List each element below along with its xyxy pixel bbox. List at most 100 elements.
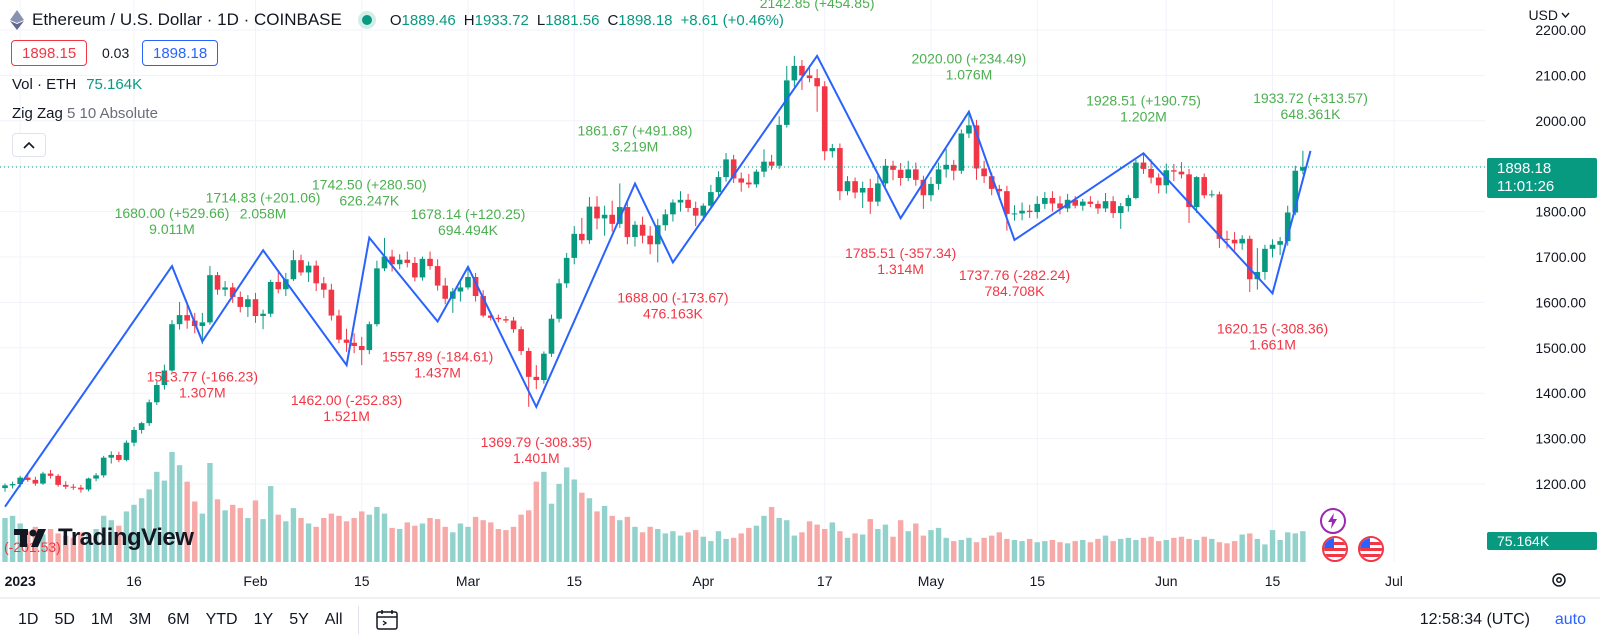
candle-body (829, 148, 836, 152)
us-event-marker-1[interactable] (1322, 536, 1348, 562)
us-event-marker-2[interactable] (1358, 536, 1384, 562)
candle-body (875, 183, 881, 202)
volume-bar (1125, 537, 1132, 562)
zigzag-pivot-volume: 2.058M (240, 205, 287, 221)
volume-bar (55, 533, 61, 562)
volume-bar (1148, 536, 1154, 562)
zigzag-pivot-label: 2142.85 (+454.85) (760, 0, 875, 11)
volume-bar (267, 486, 274, 562)
calendar-range-icon[interactable] (374, 608, 400, 632)
volume-bar (1201, 536, 1207, 562)
sell-button[interactable]: 1898.15 (11, 40, 88, 66)
volume-bar (852, 533, 858, 562)
candle-body (123, 442, 130, 460)
time-tick-label: 15 (566, 573, 582, 589)
currency-selector[interactable]: USD (1528, 7, 1570, 23)
volume-bar (260, 519, 266, 562)
timeframe-6m[interactable]: 6M (167, 611, 190, 628)
candle-body (799, 65, 805, 76)
candle-body (571, 233, 578, 258)
candle-body (867, 187, 874, 202)
zigzag-legend[interactable]: Zig Zag 5 10 Absolute (12, 105, 158, 122)
volume-bar (715, 531, 722, 562)
timeframe-1y[interactable]: 1Y (253, 611, 274, 628)
volume-bar (966, 537, 972, 562)
candle-body (1300, 167, 1306, 171)
candle-body (1110, 201, 1116, 213)
utc-clock[interactable]: 12:58:34 (UTC) (1419, 611, 1530, 628)
candle-body (389, 256, 395, 265)
zigzag-pivot-label: 1513.77 (-166.23) (147, 369, 258, 385)
timeframe-5d[interactable]: 5D (54, 611, 75, 628)
volume-bar (1178, 536, 1185, 562)
volume-bar (290, 508, 297, 562)
candle-body (184, 315, 190, 321)
candle-body (859, 187, 866, 193)
volume-bar (920, 535, 927, 562)
volume-bar (123, 511, 130, 562)
candle-body (685, 199, 691, 208)
timeframe-3m[interactable]: 3M (129, 611, 152, 628)
volume-bar (321, 518, 327, 562)
volume-bar (738, 533, 744, 562)
buy-button[interactable]: 1898.18 (142, 40, 219, 66)
candle-body (1277, 241, 1283, 245)
candle-body (267, 281, 274, 314)
collapse-legend-button[interactable] (12, 133, 46, 157)
open-value: 1889.46 (401, 11, 456, 29)
timeframe-5y[interactable]: 5Y (289, 611, 309, 628)
time-tick-label: Apr (692, 573, 714, 589)
volume-bar (822, 529, 828, 562)
candle-body (1057, 203, 1063, 209)
auto-scale-toggle[interactable]: auto (1554, 611, 1586, 628)
candle-body (100, 457, 107, 476)
volume-bar (730, 537, 737, 562)
price-tick-label: 1800.00 (1535, 204, 1586, 220)
timeframe-1m[interactable]: 1M (90, 611, 114, 628)
volume-bar (381, 513, 388, 562)
candle-body (1079, 201, 1086, 206)
candle-body (943, 164, 949, 170)
volume-bar (1034, 542, 1040, 562)
volume-bar (1155, 541, 1162, 562)
volume-bar (1300, 531, 1306, 562)
volume-bar (1292, 533, 1298, 562)
volume-bar (1019, 541, 1025, 562)
zigzag-pivot-label: 1678.14 (+120.25) (411, 206, 526, 222)
candle-body (1216, 194, 1223, 239)
volume-bar (708, 541, 714, 562)
volume-bar (427, 518, 433, 562)
volume-legend[interactable]: Vol · ETH 75.164K (12, 76, 142, 93)
volume-bar (100, 515, 107, 562)
candle-body (2, 485, 8, 489)
timeframe-separator (358, 606, 359, 634)
candle-body (343, 339, 350, 343)
candle-body (1102, 201, 1109, 209)
timeframe-ytd[interactable]: YTD (205, 611, 238, 628)
timeframe-1d[interactable]: 1D (18, 611, 39, 628)
candle-body (1209, 194, 1215, 196)
time-axis: 2023 16 Feb 15 Mar 15 Apr 17 May 15 Jun 15 Jul (5, 573, 1403, 589)
gear-icon[interactable] (1550, 571, 1568, 589)
volume-bar (579, 492, 585, 562)
volume-bar (184, 481, 190, 562)
candle-body (616, 207, 623, 224)
candle-body (358, 345, 365, 351)
dividends-event-marker[interactable] (1320, 508, 1346, 534)
volume-bar (480, 520, 486, 562)
volume-bar (374, 507, 380, 562)
timeframe-all[interactable]: All (324, 611, 343, 628)
volume-bar (313, 526, 319, 562)
candle-body (776, 124, 782, 166)
zigzag-pivot-volume: 1.521M (323, 408, 370, 424)
symbol-title[interactable]: Ethereum / U.S. Dollar · 1D · COINBASE (32, 10, 342, 29)
volume-bar (806, 521, 813, 562)
candle-body (381, 256, 388, 269)
volume-bar (131, 504, 137, 562)
zigzag-pivot-label: 1462.00 (-252.83) (291, 392, 402, 408)
volume-bar (594, 511, 600, 562)
volume-bar (305, 523, 312, 562)
candle-body (670, 202, 676, 215)
candle-body (768, 161, 775, 166)
